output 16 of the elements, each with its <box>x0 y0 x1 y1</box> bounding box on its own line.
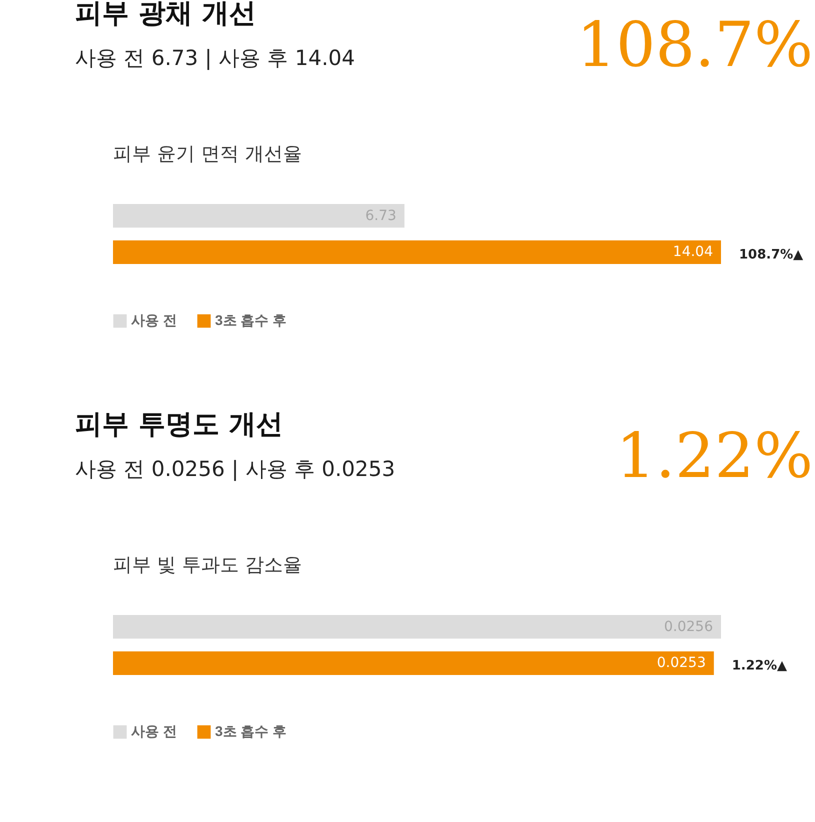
chart-subtitle: 사용 전 0.0256 | 사용 후 0.0253 <box>75 457 396 481</box>
annotation: 108.7%▲ <box>739 248 804 263</box>
legend-label: 3초 흡수 후 <box>215 312 287 328</box>
chart-title: 피부 광채 개선 <box>75 0 256 29</box>
text: 1.22% <box>616 419 813 492</box>
data-label: 0.0253 <box>656 655 706 672</box>
text: 피부 빛 투과도 감소율 <box>113 554 302 576</box>
text: 108.7% <box>576 8 813 81</box>
text: 피부 윤기 면적 개선율 <box>113 143 302 165</box>
data-label: 14.04 <box>672 244 714 260</box>
chart-subtitle: 사용 전 6.73 | 사용 후 14.04 <box>75 46 356 70</box>
legend-label: 사용 전 <box>131 312 177 328</box>
annotation: 1.22%▲ <box>732 658 787 674</box>
legend-label: 사용 전 <box>131 723 177 739</box>
legend-label: 3초 흡수 후 <box>215 723 287 739</box>
chart-title: 피부 투명도 개선 <box>75 409 283 440</box>
